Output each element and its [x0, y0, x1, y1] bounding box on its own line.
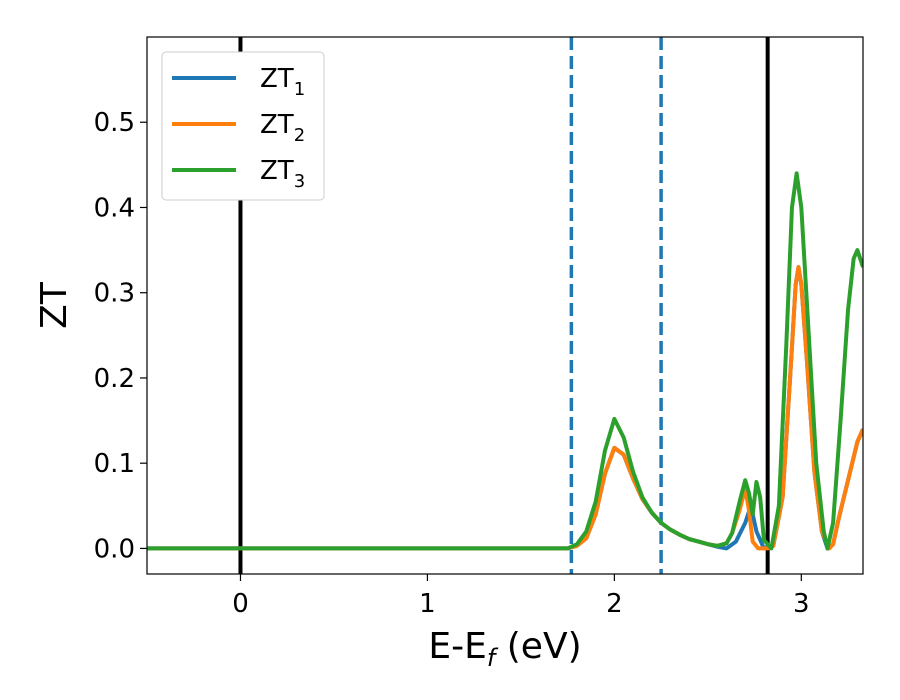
- x-axis-label: E-Ef (eV): [428, 626, 581, 672]
- x-tick-label: 2: [606, 589, 623, 619]
- y-axis-ticks: 0.0 0.1 0.2 0.3 0.4 0.5: [94, 108, 147, 564]
- y-tick-label: 0.0: [94, 534, 135, 564]
- legend-box: [161, 51, 325, 201]
- x-axis-label-unit: (eV): [495, 626, 581, 667]
- x-axis-ticks: 0 1 2 3: [232, 574, 810, 619]
- plot-area-frame: [146, 36, 864, 575]
- y-tick-label: 0.4: [94, 193, 135, 223]
- y-tick-label: 0.5: [94, 108, 135, 138]
- legend: ZT1 ZT2 ZT3: [161, 51, 325, 201]
- x-tick-label: 1: [419, 589, 436, 619]
- legend-label-zt2: ZT2: [260, 110, 305, 146]
- series-lines: [147, 171, 863, 551]
- y-tick-label: 0.2: [94, 364, 135, 394]
- legend-label-zt1: ZT1: [260, 64, 305, 100]
- legend-label-zt3: ZT3: [260, 156, 305, 192]
- y-tick-label: 0.1: [94, 449, 135, 479]
- y-axis-label: ZT: [34, 281, 75, 329]
- x-tick-label: 0: [232, 589, 249, 619]
- x-tick-label: 3: [793, 589, 810, 619]
- x-axis-label-main: E-E: [428, 626, 486, 667]
- y-tick-label: 0.3: [94, 279, 135, 309]
- series-line-zt3: [147, 171, 863, 551]
